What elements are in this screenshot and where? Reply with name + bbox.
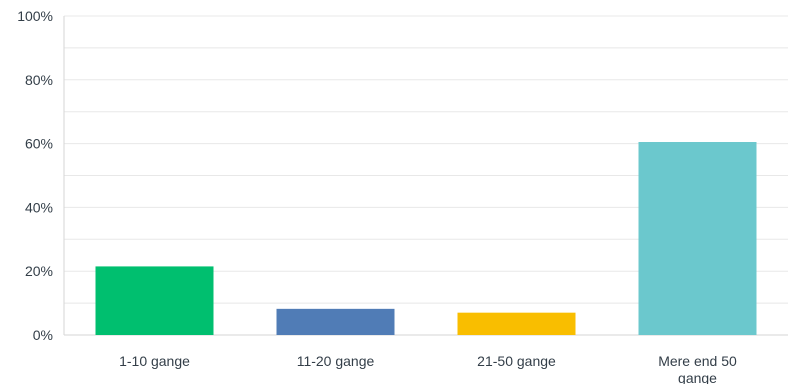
- x-tick-label-line: 1-10 gange: [119, 353, 190, 369]
- x-tick-label: Mere end 50 gange: [658, 353, 737, 384]
- y-tick-label: 20%: [25, 263, 53, 279]
- bars: [95, 142, 757, 335]
- y-tick-label: 60%: [25, 136, 53, 152]
- x-tick-label-line: 21-50 gange: [477, 353, 556, 369]
- x-tick-label-line: 11-20 gange: [297, 353, 375, 369]
- x-tick-label: 11-20 gange: [297, 353, 375, 369]
- x-tick-labels: 1-10 gange 11-20 gange 21-50 gange Mere end…: [119, 353, 737, 384]
- x-tick-label-line: Mere end 50: [658, 353, 737, 369]
- x-tick-label: 1-10 gange: [119, 353, 190, 369]
- x-tick-label: 21-50 gange: [477, 353, 556, 369]
- bar: [457, 312, 576, 335]
- bar: [638, 142, 757, 335]
- y-tick-label: 40%: [25, 199, 53, 215]
- y-tick-label: 100%: [17, 8, 53, 24]
- x-tick-label-line: gange: [678, 370, 717, 384]
- y-tick-labels: 0% 20% 40% 60% 80% 100%: [17, 8, 53, 343]
- y-tick-label: 80%: [25, 72, 53, 88]
- y-tick-label: 0%: [33, 327, 53, 343]
- bar: [95, 266, 214, 335]
- bar: [276, 308, 395, 335]
